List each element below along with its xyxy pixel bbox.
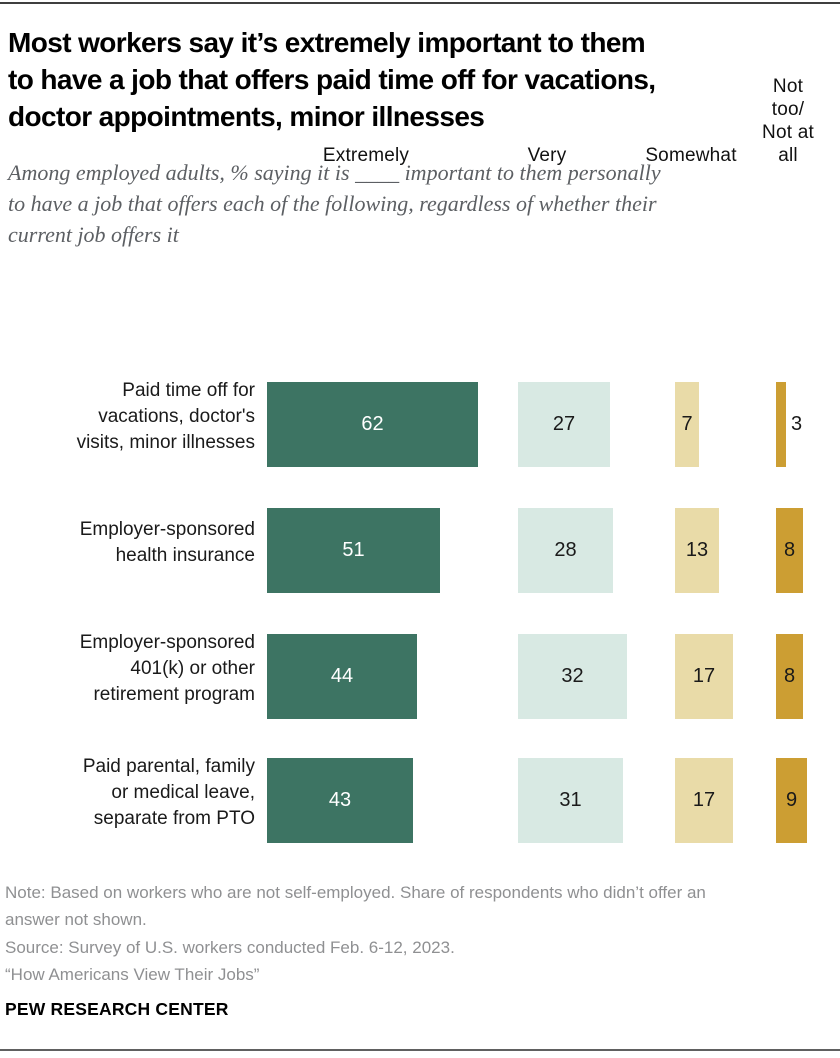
column-header-not-too: Not too/ Not at all	[762, 76, 814, 166]
bar-value: 8	[783, 539, 796, 561]
bar-somewhat-row-3: 17	[675, 634, 733, 719]
bar-value: 28	[554, 539, 577, 561]
bar-very-row-4: 31	[518, 758, 623, 843]
bar-value: 27	[552, 413, 576, 435]
row-label-employer-sponsored: Employer-sponsored 401(k) or other retir…	[79, 631, 255, 705]
column-header-somewhat: Somewhat	[645, 145, 737, 166]
row-label-paid-parental-family: Paid parental, family or medical leave, …	[82, 755, 255, 829]
bar-value: 44	[330, 665, 354, 687]
bar-value: 31	[559, 789, 582, 811]
bar-value: 17	[692, 665, 716, 687]
bar-value: 43	[328, 789, 352, 811]
bar-value: 7	[681, 413, 693, 435]
row-label-employer-sponsored: Employer-sponsored health insurance	[79, 518, 255, 566]
bar-extremely-row-2: 51	[267, 508, 440, 593]
bar-extremely-row-1: 62	[267, 382, 478, 467]
pew-research-center-wordmark: PEW RESEARCH CENTER	[5, 999, 229, 1019]
bar-value: 13	[685, 539, 709, 561]
report-title: “How Americans View Their Jobs”	[5, 965, 260, 984]
bar-value: 3	[791, 413, 803, 435]
bar-not-too-not-at-all-row-4: 9	[776, 758, 807, 843]
bar-chart: Extremely Very Somewhat Not too/ Not at all…	[76, 76, 814, 843]
row-label-paid-time-off-for: Paid time off for vacations, doctor's vi…	[76, 379, 255, 453]
bar-value: 62	[361, 413, 384, 435]
column-header-very: Very	[527, 145, 567, 166]
column-header-extremely: Extremely	[322, 145, 410, 166]
bar-somewhat-row-2: 13	[675, 508, 719, 593]
page-title: Most workers say it’s extremely importan…	[8, 27, 656, 132]
bar-somewhat-row-1: 7	[675, 382, 699, 467]
bar-very-row-3: 32	[518, 634, 627, 719]
chart-source: Source: Survey of U.S. workers conducted…	[5, 938, 455, 957]
bar-extremely-row-3: 44	[267, 634, 417, 719]
bar-very-row-2: 28	[518, 508, 613, 593]
bar-somewhat-row-4: 17	[675, 758, 733, 843]
top-rule	[0, 2, 840, 4]
bar-not-too-not-at-all-row-2: 8	[776, 508, 803, 593]
bottom-rule	[0, 1049, 840, 1051]
bar-value: 51	[342, 539, 365, 561]
chart-subtitle: Among employed adults, % saying it is __…	[8, 160, 661, 247]
bar-extremely-row-4: 43	[267, 758, 413, 843]
bar-value: 32	[561, 665, 584, 687]
bar-value: 9	[785, 789, 798, 811]
bar-not-too-not-at-all-row-3: 8	[776, 634, 803, 719]
bar-value: 17	[692, 789, 716, 811]
bar-value: 8	[783, 665, 796, 687]
chart-note: Note: Based on workers who are not self-…	[5, 883, 706, 929]
bar-very-row-1: 27	[518, 382, 610, 467]
bar-not-too-not-at-all-row-1: 3	[776, 382, 802, 467]
